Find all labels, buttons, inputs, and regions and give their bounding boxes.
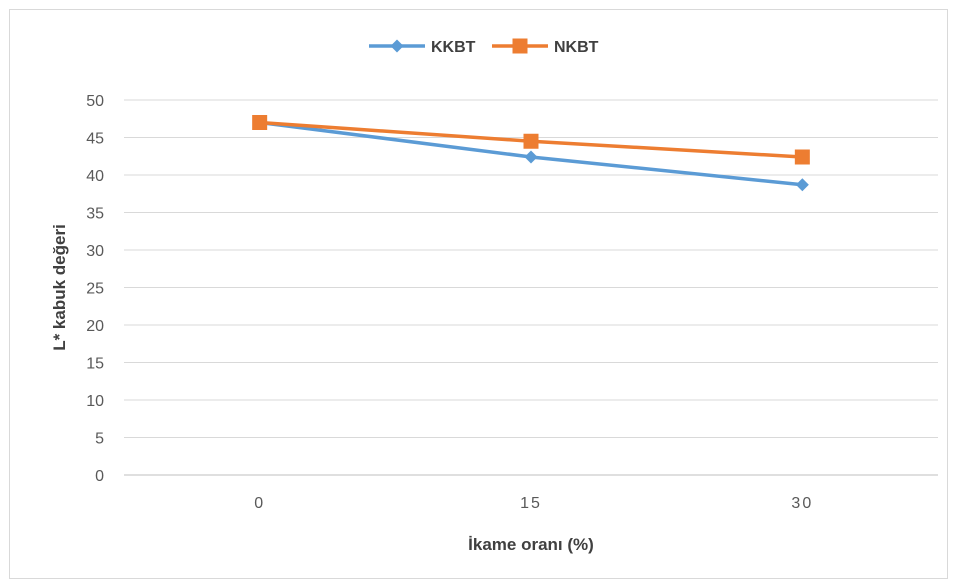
y-tick-label: 25 [86,281,104,298]
y-tick-label: 35 [86,206,104,223]
data-point [794,149,810,165]
y-tick-labels: 0 5 10 15 20 25 30 35 40 45 50 [86,93,104,485]
y-tick-label: 15 [86,356,104,373]
legend-label: NKBT [554,39,599,56]
x-tick-labels: 0 15 30 [254,495,813,512]
y-tick-label: 30 [86,243,104,260]
y-tick-label: 40 [86,168,104,185]
data-point [252,115,268,130]
legend-label: KKBT [431,39,476,56]
x-tick-label: 30 [791,495,813,512]
data-point [523,133,539,149]
legend-marker [390,39,404,53]
x-tick-label: 15 [520,495,542,512]
chart-frame [9,9,948,579]
y-axis-title: L* kabuk değeri [50,224,69,351]
legend-item-kkbt: KKBT [369,39,476,56]
y-tick-label: 45 [86,131,104,148]
series-nkbt [252,115,810,165]
series-group [252,115,810,192]
y-tick-label: 20 [86,318,104,335]
legend-marker [512,38,528,54]
legend-item-nkbt: NKBT [492,38,599,56]
x-axis-title: İkame oranı (%) [468,535,594,554]
y-tick-label: 10 [86,393,104,410]
data-point [524,150,538,164]
x-tick-label: 0 [254,495,265,512]
y-tick-label: 0 [95,468,104,485]
data-point [795,178,809,192]
legend: KKBT NKBT [369,38,599,56]
y-tick-label: 50 [86,93,104,110]
y-tick-label: 5 [95,431,104,448]
